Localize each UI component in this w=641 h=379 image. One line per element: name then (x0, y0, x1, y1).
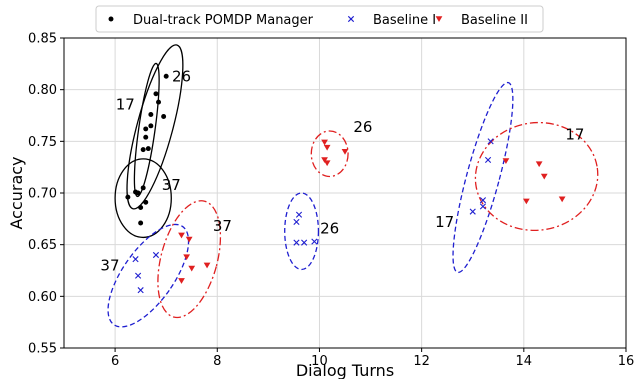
cluster-ellipse-9 (474, 121, 599, 232)
point-baseline-2 (558, 196, 566, 203)
point-baseline-1 (293, 218, 300, 226)
x-tick-label: 10 (311, 354, 328, 369)
annotation-label: 17 (116, 95, 135, 113)
data-points (125, 73, 566, 294)
point-baseline-2 (321, 139, 328, 146)
cluster-ellipse-8 (310, 130, 349, 178)
legend-label-2: Baseline I (373, 13, 436, 28)
annotation-label: 17 (435, 213, 454, 231)
annotation-label: 37 (162, 176, 181, 194)
point-baseline-1 (134, 272, 142, 279)
legend-label-3: Baseline II (461, 13, 528, 28)
point-baseline-2 (540, 173, 548, 180)
point-baseline-2 (183, 254, 190, 261)
annotation-label: 26 (353, 118, 372, 136)
point-baseline-2 (203, 262, 211, 269)
annotation-label: 37 (213, 217, 232, 235)
point-dual-track (138, 204, 144, 210)
point-baseline-1 (487, 138, 494, 145)
y-tick-label: 0.75 (28, 135, 57, 150)
x-tick-label: 16 (618, 354, 635, 369)
x-tick-label: 8 (213, 354, 221, 369)
point-baseline-1 (479, 203, 487, 210)
annotation-label: 26 (320, 219, 339, 237)
point-baseline-1 (301, 239, 308, 246)
point-baseline-2 (502, 158, 510, 165)
legend-label-1: Dual-track POMDP Manager (133, 13, 314, 28)
point-dual-track (140, 147, 146, 153)
point-baseline-2 (178, 278, 185, 284)
point-baseline-2 (321, 157, 328, 163)
point-dual-track (143, 126, 149, 132)
point-baseline-1 (469, 208, 476, 215)
point-baseline-2 (185, 236, 193, 243)
point-baseline-2 (522, 198, 530, 205)
point-baseline-1 (152, 251, 160, 259)
y-tick-label: 0.65 (28, 238, 57, 253)
point-baseline-2 (341, 148, 349, 155)
legend-marker-3 (435, 16, 443, 23)
legend-items: Dual-track POMDP Manager Baseline I Baseli… (108, 13, 528, 28)
point-dual-track (161, 114, 167, 120)
y-tick-label: 0.70 (28, 187, 57, 202)
annotation-label: 17 (565, 125, 584, 143)
point-baseline-1 (479, 197, 487, 204)
y-tick-label: 0.55 (28, 342, 57, 357)
point-baseline-2 (535, 161, 543, 168)
point-dual-track (140, 185, 146, 191)
annotations: 26 17 37 37 37 26 26 17 17 (100, 67, 584, 274)
point-dual-track (163, 73, 169, 79)
point-dual-track (156, 99, 161, 105)
cluster-ellipses (107, 44, 599, 328)
point-baseline-2 (188, 265, 196, 272)
point-baseline-2 (178, 232, 185, 239)
point-dual-track (138, 220, 144, 226)
x-tick-label: 14 (516, 354, 533, 369)
point-baseline-1 (311, 238, 318, 245)
x-axis-label: Dialog Turns (296, 361, 394, 379)
cluster-ellipse-5 (284, 192, 320, 271)
x-axis-ticks: 6 8 10 12 14 16 (111, 348, 634, 369)
y-tick-label: 0.85 (28, 32, 57, 47)
point-dual-track (145, 146, 151, 152)
cluster-ellipse-2 (133, 62, 160, 198)
y-axis-label: Accuracy (7, 156, 26, 229)
cluster-ellipse-4 (107, 223, 190, 328)
point-baseline-1 (132, 256, 139, 263)
legend: Dual-track POMDP Manager Baseline I Baseli… (95, 5, 544, 33)
cluster-ellipse-6 (452, 81, 514, 274)
point-dual-track (135, 190, 141, 196)
annotation-label: 37 (100, 257, 119, 275)
point-dual-track (143, 134, 149, 140)
point-dual-track (143, 199, 149, 205)
cluster-ellipse-7 (157, 200, 222, 319)
point-baseline-2 (323, 160, 331, 167)
legend-box (95, 5, 544, 33)
point-dual-track (148, 111, 154, 117)
point-dual-track (153, 91, 159, 97)
point-dual-track (125, 194, 131, 200)
point-baseline-2 (323, 144, 331, 151)
x-tick-label: 6 (111, 354, 119, 369)
y-tick-label: 0.80 (28, 83, 57, 98)
cluster-ellipse-3 (114, 158, 172, 239)
y-axis-ticks: 0.55 0.60 0.65 0.70 0.75 0.80 0.85 (28, 32, 64, 357)
legend-marker-1 (108, 16, 114, 22)
annotation-label: 26 (172, 67, 191, 85)
point-baseline-1 (295, 211, 303, 218)
x-tick-label: 12 (413, 354, 430, 369)
point-dual-track (148, 123, 154, 129)
point-baseline-1 (137, 287, 144, 294)
legend-marker-2 (347, 15, 355, 23)
cluster-ellipse-1 (126, 44, 184, 210)
point-baseline-1 (484, 156, 492, 164)
point-baseline-1 (293, 239, 300, 246)
y-tick-label: 0.60 (28, 290, 57, 305)
